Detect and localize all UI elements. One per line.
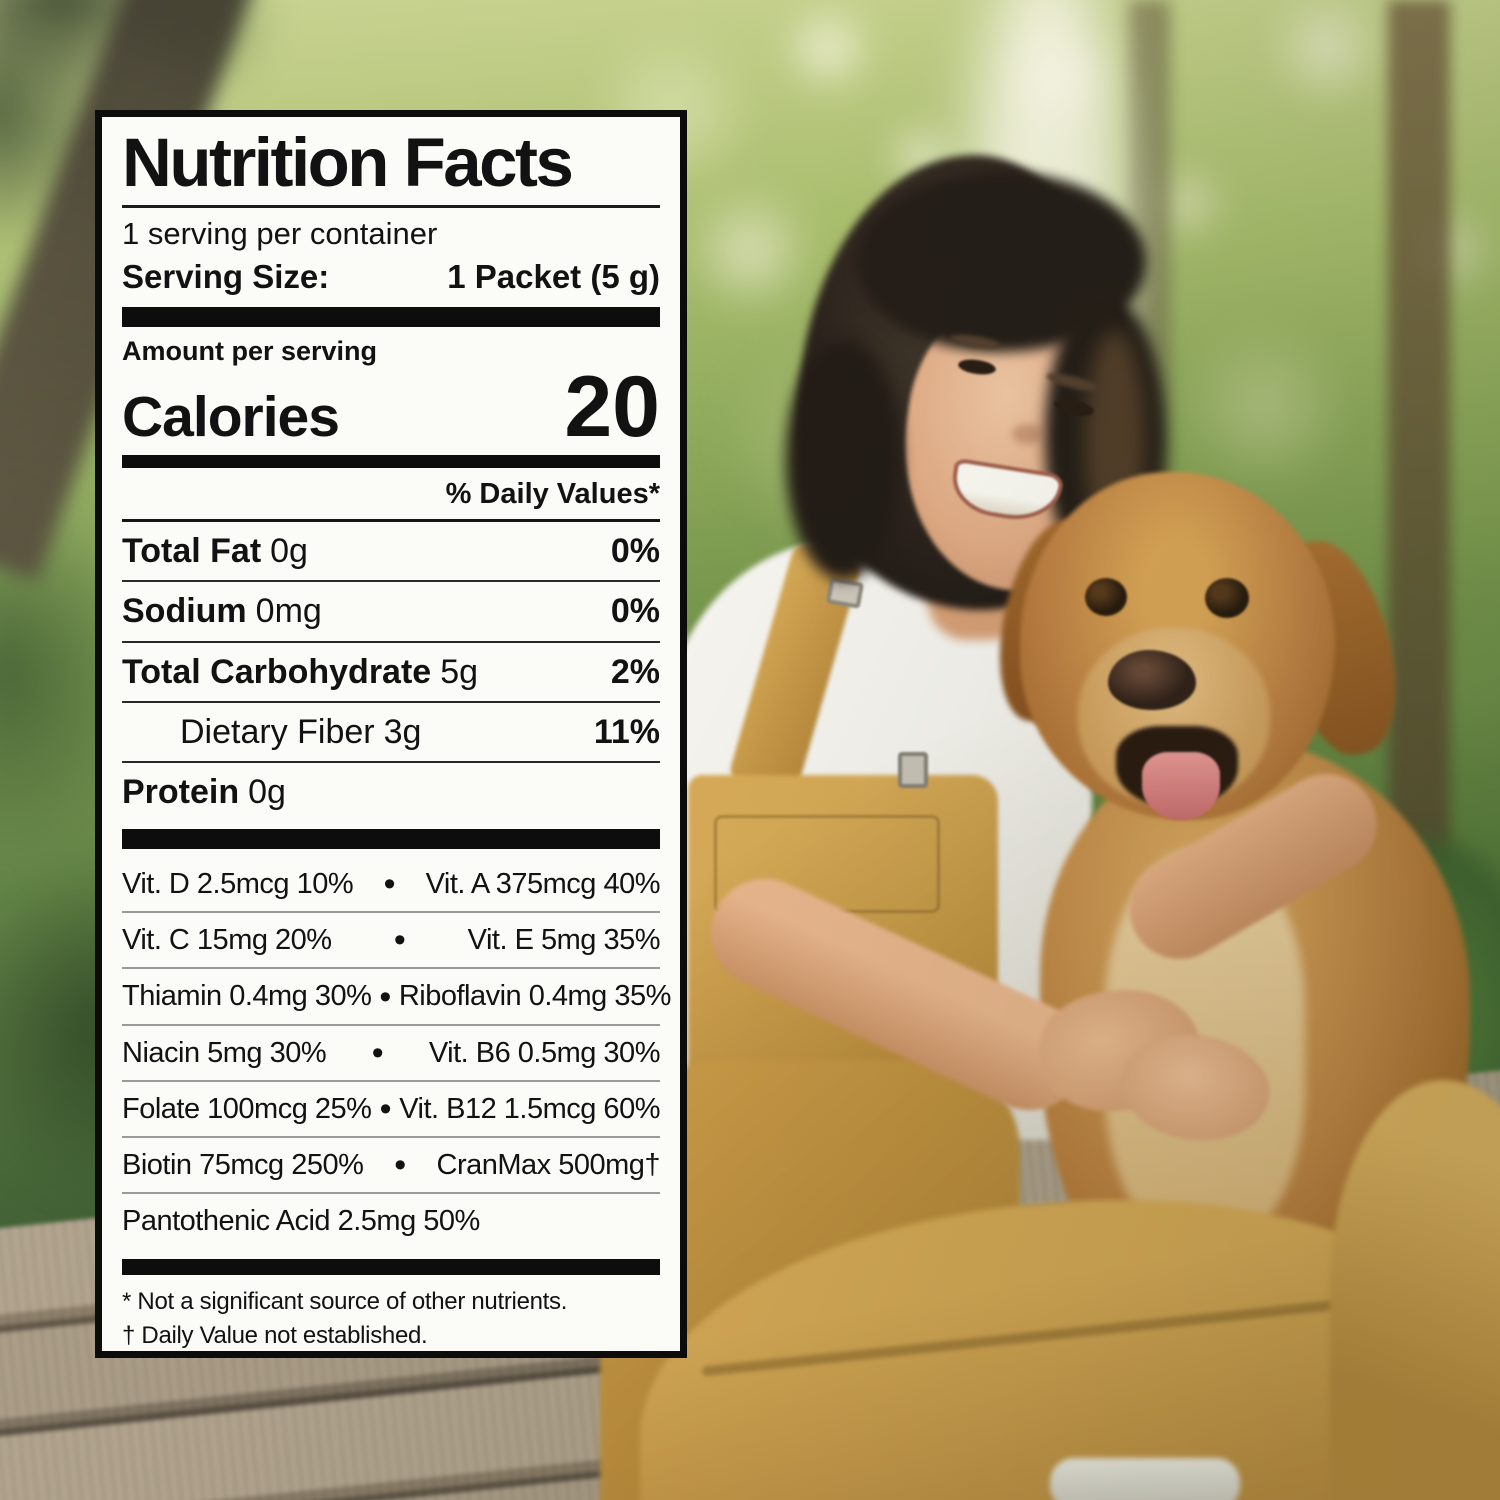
footnote-asterisk: * Not a significant source of other nutr…	[122, 1287, 568, 1315]
thick-divider	[122, 306, 660, 327]
nutrient-table: Total Fat 0g 0% Sodium 0mg 0% Total Carboh…	[122, 522, 660, 821]
serving-size-row: Serving Size: 1 Packet (5 g)	[122, 256, 660, 299]
amount-per-serving: Amount per serving	[122, 335, 378, 366]
nutrient-row-total-carbohydrate: Total Carbohydrate 5g 2%	[122, 643, 660, 703]
bullet-separator: •	[394, 1146, 406, 1185]
micronutrient-table: Vit. D 2.5mcg 10% • Vit. A 375mcg 40% Vi…	[122, 857, 671, 1249]
bullet-separator: •	[379, 1090, 392, 1128]
bullet-separator: •	[371, 1033, 384, 1072]
serving-size-value: 1 Packet (5 g)	[447, 258, 660, 296]
micronutrient-row: Thiamin 0.4mg 30% • Riboflavin 0.4mg 35%	[122, 967, 671, 1023]
dog-nose	[1108, 650, 1196, 710]
thick-divider	[122, 828, 660, 849]
woman-nose	[1012, 424, 1044, 444]
serving-size-label: Serving Size:	[122, 258, 330, 296]
medium-divider	[122, 455, 660, 469]
thick-divider	[122, 1258, 660, 1275]
footnote-dagger: † Daily Value not established.	[122, 1322, 428, 1350]
micronutrient-row: Folate 100mcg 25% • Vit. B12 1.5mcg 60%	[122, 1079, 660, 1136]
nutrition-facts-label: Nutrition Facts 1 serving per container …	[95, 110, 687, 1358]
nutrient-row-total-fat: Total Fat 0g 0%	[122, 522, 660, 583]
nutrient-row-sodium: Sodium 0mg 0%	[122, 582, 660, 643]
bullet-separator: •	[383, 865, 396, 903]
overalls-buckle-2	[898, 752, 928, 788]
calories-row: Calories 20	[122, 359, 660, 456]
servings-per-container: 1 serving per container	[122, 215, 438, 251]
nutrient-row-dietary-fiber: Dietary Fiber 3g 11%	[122, 703, 660, 763]
bullet-separator: •	[379, 977, 391, 1016]
daily-values-header: % Daily Values*	[122, 474, 660, 523]
dog-eye-left	[1085, 578, 1127, 616]
micronutrient-row: Niacin 5mg 30% • Vit. B6 0.5mg 30%	[122, 1023, 660, 1080]
woman-bent-knee	[1330, 1080, 1500, 1500]
woman-hair-side-left	[786, 340, 901, 580]
micronutrient-row: Pantothenic Acid 2.5mg 50%	[122, 1192, 660, 1248]
label-title: Nutrition Facts	[122, 127, 660, 208]
micronutrient-row: Vit. C 15mg 20% • Vit. E 5mg 35%	[122, 911, 661, 967]
bullet-separator: •	[393, 921, 406, 960]
dog-eye-right	[1205, 578, 1249, 618]
micronutrient-row: Biotin 75mcg 250% • CranMax 500mg†	[122, 1136, 660, 1192]
dog-tongue	[1142, 752, 1220, 820]
calories-label: Calories	[122, 385, 340, 450]
woman-shoe	[1050, 1458, 1240, 1500]
calories-value: 20	[564, 359, 660, 456]
nutrient-row-protein: Protein 0g	[122, 772, 286, 811]
micronutrient-row: Vit. D 2.5mcg 10% • Vit. A 375mcg 40%	[122, 865, 660, 903]
